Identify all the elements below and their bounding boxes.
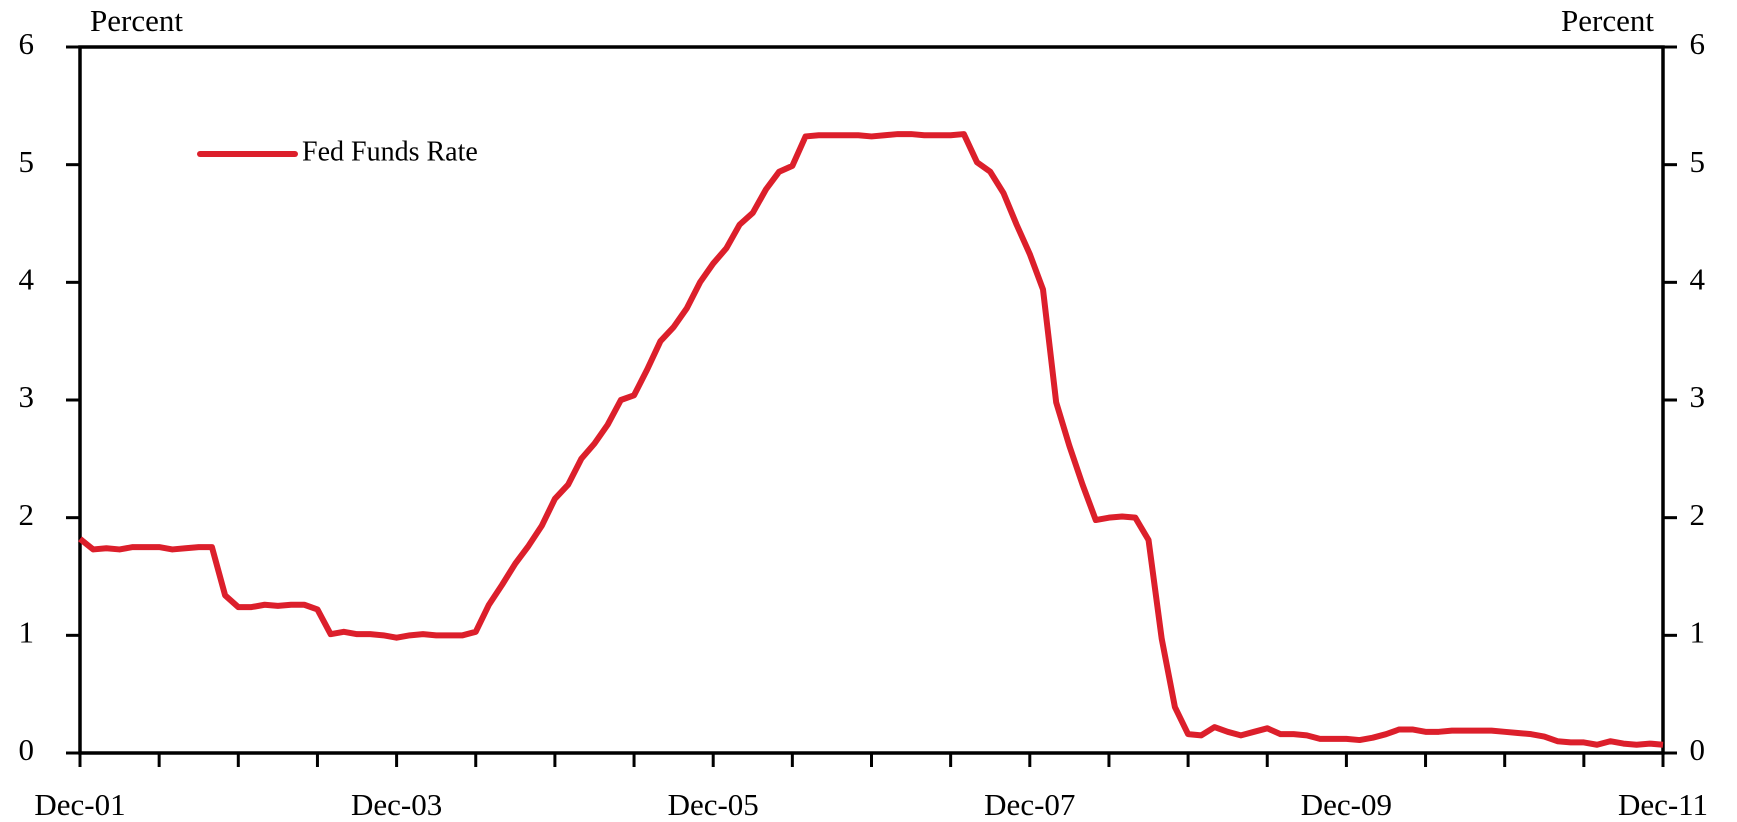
plot-frame [78,45,1665,755]
x-tick-label: Dec-09 [1301,787,1392,822]
y2-tick-label: 5 [1690,144,1706,179]
y-tick-label: 3 [19,379,35,414]
y-tick-label: 5 [19,144,35,179]
y2-tick-label: 0 [1690,732,1706,767]
y-tick-label: 1 [19,614,35,649]
x-tick-label: Dec-05 [668,787,759,822]
y-tick-label: 6 [19,26,35,61]
data-line [78,131,1664,748]
x-tick-label: Dec-07 [984,787,1075,822]
legend-label: Fed Funds Rate [302,136,478,167]
y-tick-label: 4 [19,261,35,296]
y2-axis-title: Percent [1561,3,1654,38]
y-axis-title: Percent [90,3,183,38]
x-tick-label: Dec-03 [351,787,442,822]
x-tick-label: Dec-01 [34,787,125,822]
x-tick-label: Dec-11 [1618,787,1708,822]
y2-tick-label: 1 [1690,614,1706,649]
y2-tick-label: 6 [1690,26,1706,61]
y2-tick-label: 4 [1690,261,1706,296]
y-tick-label: 0 [19,732,35,767]
y2-tick-label: 2 [1690,497,1706,532]
y2-tick-label: 3 [1690,379,1706,414]
y-tick-label: 2 [19,497,35,532]
